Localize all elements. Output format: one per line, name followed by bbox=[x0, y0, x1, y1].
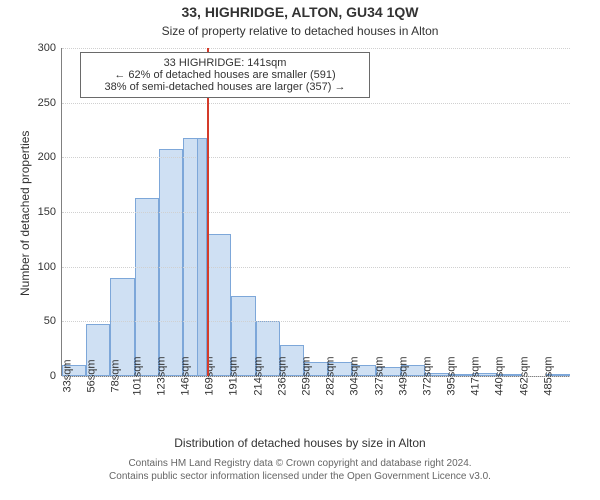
annotation-line-3: 38% of semi-detached houses are larger (… bbox=[89, 81, 361, 93]
annotation-line-1: 33 HIGHRIDGE: 141sqm bbox=[89, 57, 361, 69]
gridline bbox=[62, 103, 570, 104]
ytick-label: 100 bbox=[38, 261, 62, 273]
marker-overlay-bar bbox=[197, 138, 207, 376]
attribution-line-2: Contains public sector information licen… bbox=[0, 471, 600, 484]
annotation-line-2: ← 62% of detached houses are smaller (59… bbox=[89, 69, 361, 81]
gridline bbox=[62, 376, 570, 377]
x-axis-label: Distribution of detached houses by size … bbox=[0, 436, 600, 450]
gridline bbox=[62, 267, 570, 268]
attribution-line-1: Contains HM Land Registry data © Crown c… bbox=[0, 458, 600, 471]
bar bbox=[207, 234, 231, 376]
chart-title: 33, HIGHRIDGE, ALTON, GU34 1QW bbox=[0, 4, 600, 20]
ytick-label: 300 bbox=[38, 42, 62, 54]
ytick-label: 50 bbox=[44, 315, 62, 327]
attribution-text: Contains HM Land Registry data © Crown c… bbox=[0, 458, 600, 483]
ytick-label: 200 bbox=[38, 151, 62, 163]
y-axis-label: Number of detached properties bbox=[18, 131, 32, 296]
gridline bbox=[62, 48, 570, 49]
property-size-chart: 33, HIGHRIDGE, ALTON, GU34 1QW Size of p… bbox=[0, 0, 600, 500]
gridline bbox=[62, 157, 570, 158]
gridline bbox=[62, 321, 570, 322]
ytick-label: 0 bbox=[50, 370, 62, 382]
ytick-label: 150 bbox=[38, 206, 62, 218]
ytick-label: 250 bbox=[38, 97, 62, 109]
bar bbox=[135, 198, 159, 376]
chart-subtitle: Size of property relative to detached ho… bbox=[0, 24, 600, 38]
bar bbox=[159, 149, 183, 376]
gridline bbox=[62, 212, 570, 213]
annotation-box: 33 HIGHRIDGE: 141sqm ← 62% of detached h… bbox=[80, 52, 370, 98]
